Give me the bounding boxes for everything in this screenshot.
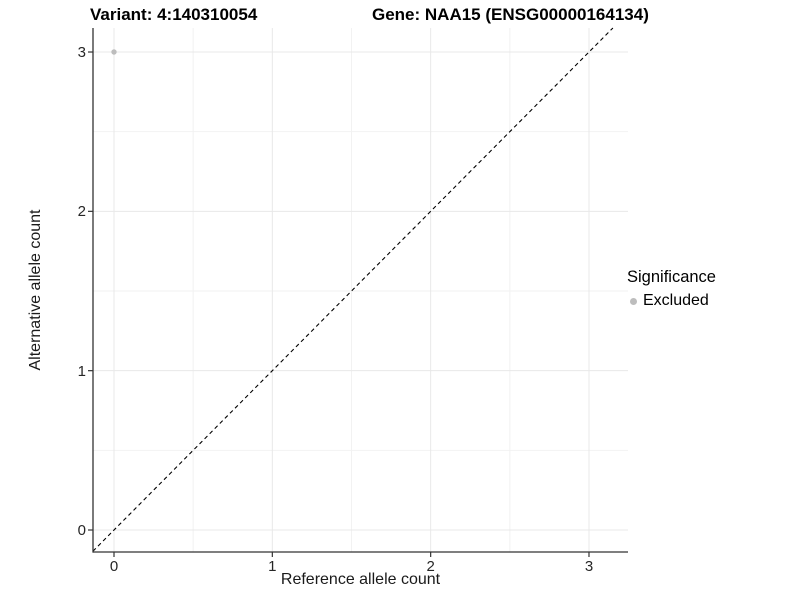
y-tick-label: 0 [77, 522, 86, 539]
x-axis-title: Reference allele count [280, 571, 441, 588]
legend-item-label: Excluded [643, 292, 709, 309]
y-tick-label: 3 [77, 44, 86, 61]
x-tick-label: 1 [268, 558, 277, 575]
excluded-point-swatch-icon [630, 297, 637, 305]
gene-title: Gene: NAA15 (ENSG00000164134) [372, 5, 649, 24]
y-tick-label: 2 [77, 203, 86, 221]
legend-title: Significance [627, 268, 716, 286]
x-tick-label: 0 [109, 558, 119, 575]
legend-item-excluded: Excluded [627, 292, 716, 310]
variant-title: Variant: 4:140310054 [90, 5, 258, 24]
legend: Significance Excluded [627, 268, 716, 310]
y-tick-label: 1 [77, 362, 86, 380]
data-point [111, 49, 117, 55]
x-tick-label: 3 [584, 558, 594, 575]
y-axis-title: Alternative allele count [27, 209, 44, 371]
identity-dashed-line [92, 27, 614, 552]
x-tick-label: 2 [426, 558, 435, 575]
